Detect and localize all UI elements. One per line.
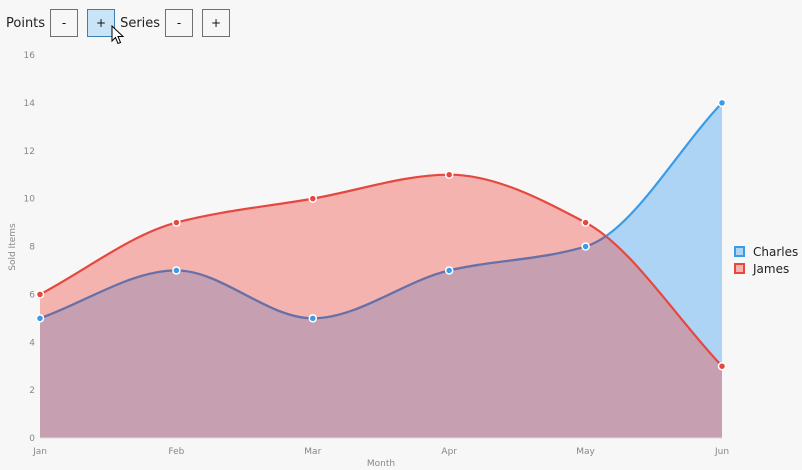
points-increase-button[interactable]: + [87,9,116,37]
y-axis-title: Sold Items [8,223,18,271]
point-james-apr [444,170,454,179]
line-james [39,173,723,367]
chart-lines [39,102,723,367]
chart-toolbar: Points - + Series - + [6,8,239,38]
point-james-feb [172,218,181,227]
legend-swatch-charles [734,246,745,257]
legend-label-charles: Charles [753,244,799,259]
y-tick-label-2: 2 [29,386,35,396]
x-tick-label-jun: Jun [714,447,729,457]
point-charles-mar [308,314,318,323]
series-decrease-button[interactable]: - [165,9,194,37]
points-label: Points [6,15,46,31]
x-tick-label-may: May [576,447,595,457]
point-james-may [581,218,590,227]
chart-legend: Charles James [734,243,798,277]
mouse-pointer-icon [111,25,125,45]
point-james-jan [35,290,45,299]
point-james-mar [308,194,318,203]
point-charles-apr [444,266,454,275]
points-decrease-button[interactable]: - [50,9,79,37]
legend-item-james[interactable]: James [734,260,798,277]
x-tick-label-jan: Jan [32,447,47,457]
y-tick-label-8: 8 [29,243,35,253]
x-tick-label-mar: Mar [304,447,321,457]
point-james-jun [717,361,727,371]
legend-swatch-james [734,263,745,274]
legend-label-james: James [753,261,790,276]
point-charles-feb [172,266,181,275]
y-tick-label-14: 14 [24,99,36,109]
y-axis-ticks: 0 2 4 6 8 10 12 14 16 [24,51,36,444]
y-tick-label-12: 12 [24,147,35,157]
y-tick-label-0: 0 [29,434,35,444]
chart-points [35,98,727,371]
y-tick-label-10: 10 [24,195,36,205]
legend-item-charles[interactable]: Charles [734,243,798,260]
series-label: Series [120,15,161,31]
x-axis-title: Month [367,459,395,469]
chart-areas [40,102,722,438]
series-increase-button[interactable]: + [202,9,231,37]
x-tick-label-apr: Apr [441,447,457,457]
x-tick-label-feb: Feb [168,447,184,457]
point-charles-jan [35,314,45,323]
y-tick-label-4: 4 [29,338,35,348]
y-tick-label-16: 16 [24,51,36,61]
x-axis-ticks: Jan Feb Mar Apr May Jun [32,447,729,457]
y-tick-label-6: 6 [29,290,35,300]
area-overlap [40,174,722,438]
point-charles-may [581,242,590,251]
point-charles-jun [717,98,727,108]
area-overlap-group [40,174,722,438]
